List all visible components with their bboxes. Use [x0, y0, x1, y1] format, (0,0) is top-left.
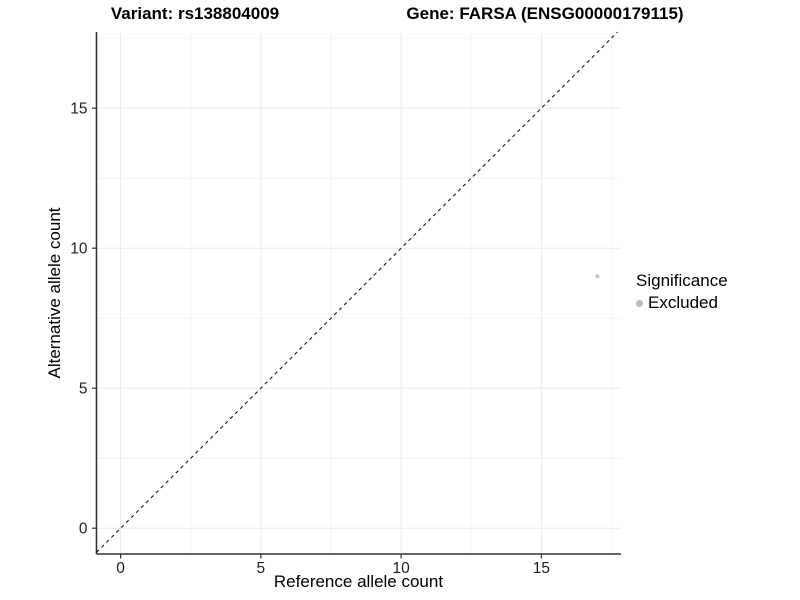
- legend-point-icon: [636, 299, 643, 307]
- legend-item-excluded: Excluded: [636, 293, 728, 313]
- identity-dashed-line: [96, 31, 619, 553]
- y-tick-label: 15: [70, 101, 87, 118]
- y-tick-label: 10: [70, 241, 88, 258]
- y-tick-label: 0: [79, 521, 88, 538]
- x-axis-title: Reference allele count: [273, 572, 444, 591]
- y-tick-label: 5: [79, 381, 88, 398]
- legend: Significance Excluded: [636, 271, 728, 313]
- x-tick-label: 15: [533, 560, 550, 577]
- plot-title-gene: Gene: FARSA (ENSG00000179115): [406, 4, 684, 23]
- legend-title: Significance: [636, 271, 728, 290]
- data-point: [595, 274, 600, 279]
- y-axis-title: Alternative allele count: [45, 207, 64, 379]
- legend-item-label: Excluded: [648, 293, 718, 312]
- x-tick-label: 5: [257, 560, 266, 577]
- plot-title-variant: Variant: rs138804009: [110, 4, 280, 23]
- x-tick-label: 0: [116, 560, 125, 577]
- x-tick-label: 10: [392, 560, 410, 577]
